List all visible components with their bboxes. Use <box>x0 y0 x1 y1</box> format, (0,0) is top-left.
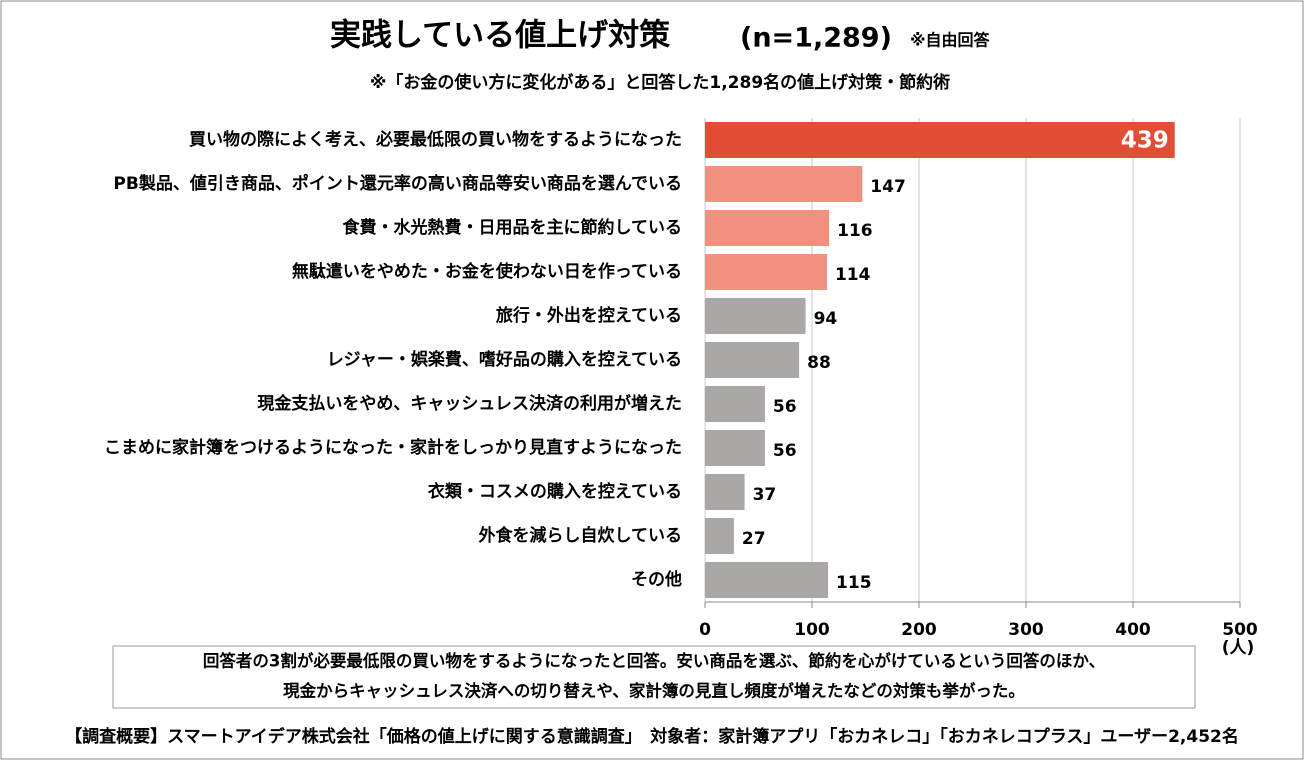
footer: 【調査概要】スマートアイデア株式会社「価格の値上げに関する意識調査」 対象者：家… <box>65 726 1239 747</box>
data-label: 114 <box>835 265 871 285</box>
y-tick-label: 無駄遣いをやめた・お金を使わない日を作っている <box>292 261 682 282</box>
bar <box>705 386 765 422</box>
bar <box>705 254 827 290</box>
x-tick-label: 100 <box>794 620 830 640</box>
data-label: 115 <box>836 573 872 593</box>
bar <box>705 166 863 202</box>
chart-title: 実践している値上げ対策 <box>330 18 670 54</box>
data-label: 56 <box>773 441 797 461</box>
note-box <box>112 645 1196 709</box>
data-label: 56 <box>773 397 797 417</box>
y-tick-label: 外食を減らし自炊している <box>479 525 683 546</box>
bar <box>705 562 829 598</box>
y-tick-label: 衣類・コスメの購入を控えている <box>428 481 682 502</box>
bar <box>705 518 734 554</box>
chart-title-n: (n=1,289) <box>740 23 892 54</box>
y-tick-label: 旅行・外出を控えている <box>496 305 682 326</box>
note-line: 現金からキャッシュレス決済への切り替えや、家計簿の見直し頻度が増えたなどの対策も… <box>283 681 1025 701</box>
data-label: 27 <box>742 529 766 549</box>
x-tick-label: 200 <box>901 620 937 640</box>
y-tick-label: 食費・水光熱費・日用品を主に節約している <box>343 217 683 238</box>
data-label: 94 <box>814 309 838 329</box>
x-tick-label: 300 <box>1008 620 1044 640</box>
subtitle: ※「お金の使い方に変化がある」と回答した1,289名の値上げ対策・節約術 <box>370 72 950 93</box>
y-tick-label: 現金支払いをやめ、キャッシュレス決済の利用が増えた <box>257 393 682 414</box>
y-tick-label: その他 <box>631 569 682 590</box>
bar <box>705 342 800 378</box>
x-unit: (人) <box>1222 638 1255 658</box>
y-tick-label: レジャー・娯楽費、嗜好品の購入を控えている <box>327 349 682 370</box>
title-note: ※自由回答 <box>910 31 991 50</box>
data-label: 116 <box>837 221 873 241</box>
x-tick-label: 500 <box>1222 620 1258 640</box>
bar <box>705 122 1175 158</box>
data-label: 37 <box>753 485 777 505</box>
bar <box>705 430 765 466</box>
y-tick-label: こまめに家計簿をつけるようになった・家計をしっかり見直すようになった <box>104 437 682 458</box>
bar <box>705 474 745 510</box>
bar <box>705 298 806 334</box>
data-label: 147 <box>870 177 906 197</box>
x-tick-label: 0 <box>699 620 711 640</box>
y-tick-label: PB製品、値引き商品、ポイント還元率の高い商品等安い商品を選んでいる <box>113 173 682 194</box>
y-tick-label: 買い物の際によく考え、必要最低限の買い物をするようになった <box>189 129 682 150</box>
x-tick-label: 400 <box>1115 620 1151 640</box>
data-label: 88 <box>807 353 831 373</box>
bar <box>705 210 830 246</box>
data-label: 439 <box>1121 128 1169 154</box>
note-line: 回答者の3割が必要最低限の買い物をするようになったと回答。安い商品を選ぶ、節約を… <box>203 651 1105 671</box>
